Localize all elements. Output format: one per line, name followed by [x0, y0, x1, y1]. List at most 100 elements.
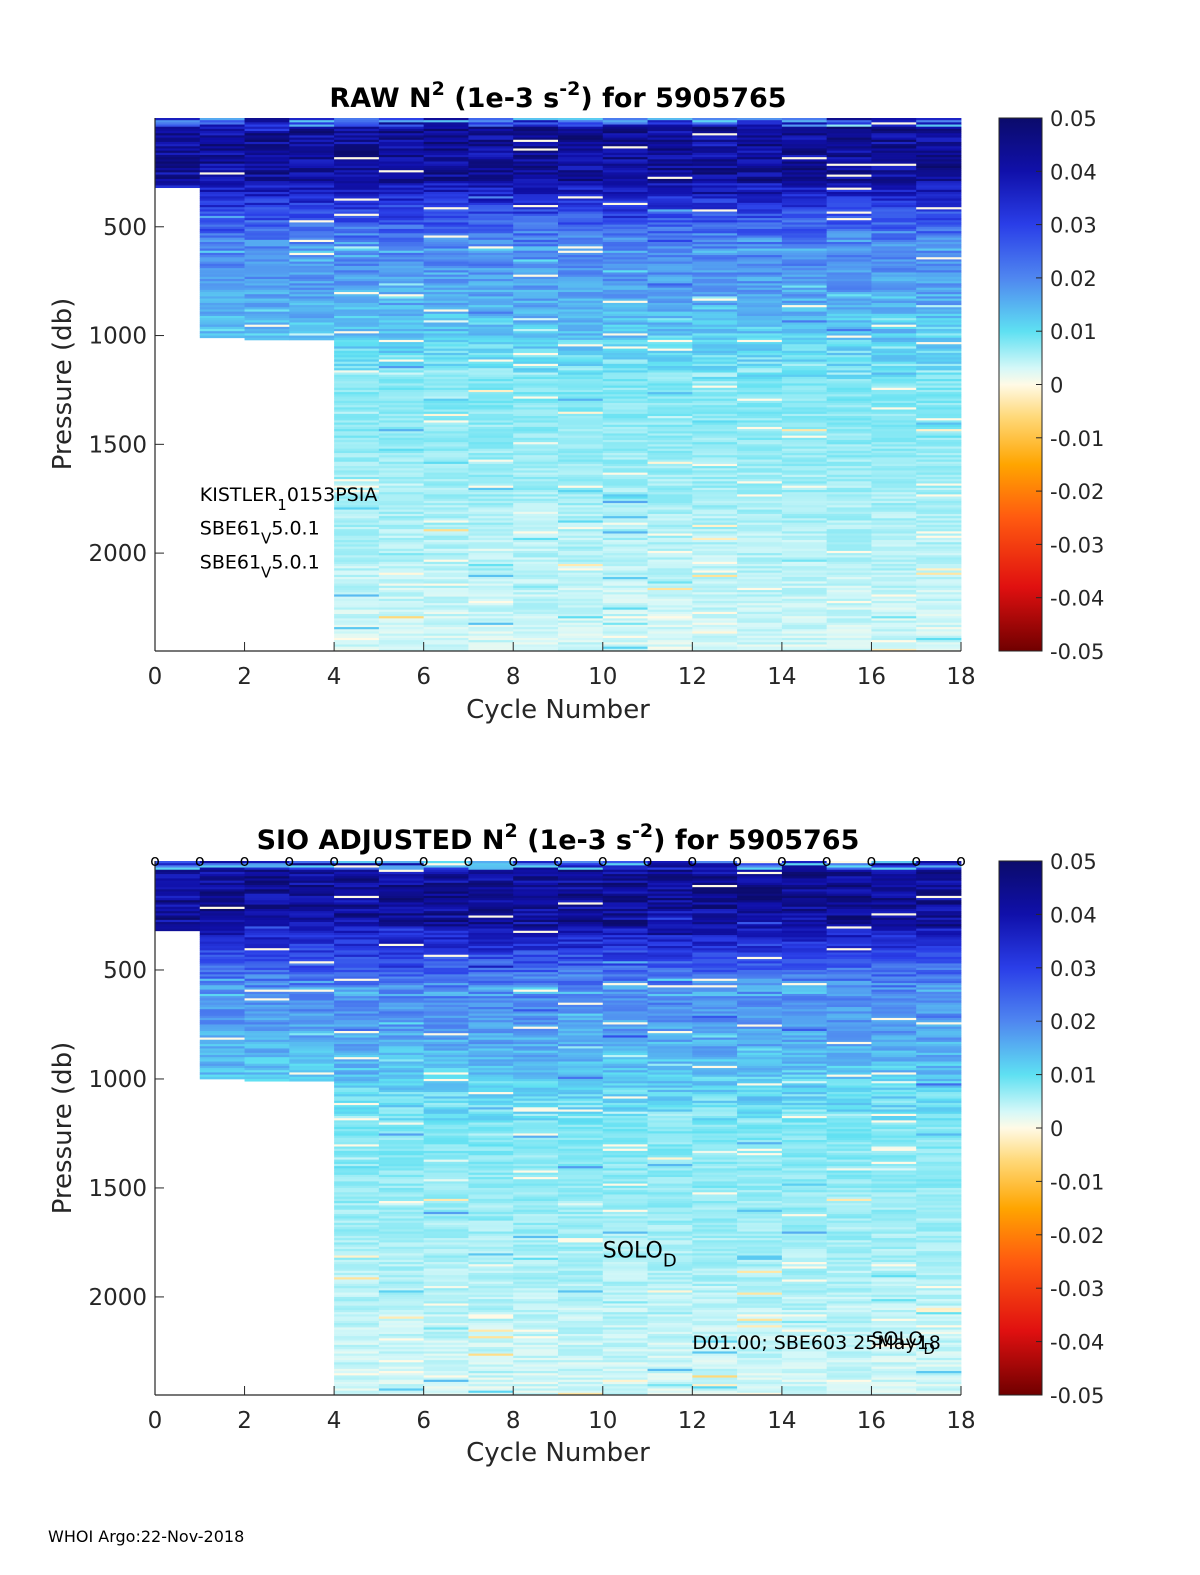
heatmap-cell [423, 1190, 469, 1193]
heatmap-cell [378, 137, 425, 141]
heatmap-cell [513, 546, 559, 550]
heatmap-cell [558, 505, 604, 508]
heatmap-cell [781, 529, 828, 532]
heatmap-cell [602, 383, 648, 386]
heatmap-cell [423, 1353, 469, 1357]
heatmap-cell [513, 329, 559, 332]
heatmap-cell [244, 233, 290, 236]
heatmap-cell [468, 939, 514, 943]
heatmap-cell [871, 609, 917, 613]
heatmap-cell [602, 600, 648, 604]
heatmap-cell [737, 546, 783, 550]
heatmap-cell [423, 1118, 469, 1121]
heatmap-cell [647, 372, 693, 376]
heatmap-cell [155, 911, 201, 914]
heatmap-cell [558, 163, 604, 167]
heatmap-cell [378, 1318, 425, 1322]
heatmap-cell [602, 265, 648, 269]
heatmap-cell [155, 181, 201, 184]
heatmap-cell [155, 118, 201, 121]
heatmap-cell [334, 1279, 380, 1283]
heatmap-cell [378, 1233, 425, 1237]
heatmap-cell [692, 342, 738, 345]
heatmap-cell [513, 178, 559, 182]
heatmap-cell [558, 446, 604, 450]
heatmap-cell [558, 268, 604, 271]
heatmap-cell [468, 300, 514, 304]
heatmap-cell [916, 385, 962, 389]
heatmap-cell [826, 507, 872, 510]
heatmap-cell [378, 1065, 425, 1069]
heatmap-cell [871, 128, 917, 132]
heatmap-cell [737, 178, 783, 182]
heatmap-cell [378, 470, 425, 474]
heatmap-cell [737, 257, 783, 260]
heatmap-cell [423, 298, 469, 302]
heatmap-cell [423, 1105, 469, 1108]
heatmap-cell [647, 544, 693, 547]
heatmap-cell [737, 398, 783, 402]
heatmap-cell [781, 553, 828, 556]
heatmap-cell [781, 228, 828, 232]
heatmap-cell [423, 124, 469, 128]
heatmap-cell [558, 257, 604, 260]
heatmap-cell [334, 1342, 380, 1346]
heatmap-cell [423, 503, 469, 506]
heatmap-cell [378, 235, 425, 239]
heatmap-cell [737, 568, 783, 571]
heatmap-cell [602, 422, 648, 426]
heatmap-cell [289, 194, 335, 197]
heatmap-cell [737, 357, 783, 360]
heatmap-cell [468, 200, 514, 204]
heatmap-cell [558, 609, 604, 613]
heatmap-cell [826, 135, 872, 138]
heatmap-cell [423, 429, 469, 432]
heatmap-cell [289, 235, 335, 239]
heatmap-cell [826, 592, 872, 595]
heatmap-cell [334, 1201, 380, 1204]
heatmap-cell [289, 333, 335, 336]
heatmap-cell [334, 587, 380, 591]
heatmap-cell [468, 1041, 514, 1045]
heatmap-cell [199, 930, 245, 934]
heatmap-cell [289, 128, 335, 132]
heatmap-cell [916, 400, 962, 404]
heatmap-cell [334, 963, 380, 967]
heatmap-cell [871, 426, 917, 430]
heatmap-cell [289, 307, 335, 310]
heatmap-cell [244, 122, 290, 125]
heatmap-cell [826, 139, 872, 143]
heatmap-cell [871, 228, 917, 232]
heatmap-cell [871, 124, 917, 128]
heatmap-cell [647, 178, 693, 182]
heatmap-cell [647, 422, 693, 426]
heatmap-cell [558, 605, 604, 608]
heatmap-cell [289, 133, 335, 136]
heatmap-cell [826, 185, 872, 189]
heatmap-cell [916, 461, 962, 465]
heatmap-cell [692, 122, 738, 125]
heatmap-cell [468, 568, 514, 571]
heatmap-cell [334, 1157, 380, 1160]
heatmap-cell [468, 980, 514, 984]
heatmap-cell [692, 296, 738, 299]
heatmap-cell [423, 444, 469, 447]
heatmap-cell [289, 1007, 335, 1010]
heatmap-cell [916, 133, 962, 136]
heatmap-cell [692, 392, 738, 395]
heatmap-cell [871, 211, 917, 215]
heatmap-cell [647, 272, 693, 276]
heatmap-cell [468, 346, 514, 350]
heatmap-cell [647, 228, 693, 232]
heatmap-cell [871, 165, 917, 169]
heatmap-cell [244, 1015, 290, 1019]
heatmap-cell [244, 996, 290, 999]
heatmap-cell [826, 268, 872, 271]
heatmap-cell [468, 644, 514, 648]
heatmap-cell [334, 926, 380, 929]
heatmap-cell [423, 1116, 469, 1119]
heatmap-cell [423, 289, 469, 293]
heatmap-cell [468, 137, 514, 141]
heatmap-cell [334, 305, 380, 308]
